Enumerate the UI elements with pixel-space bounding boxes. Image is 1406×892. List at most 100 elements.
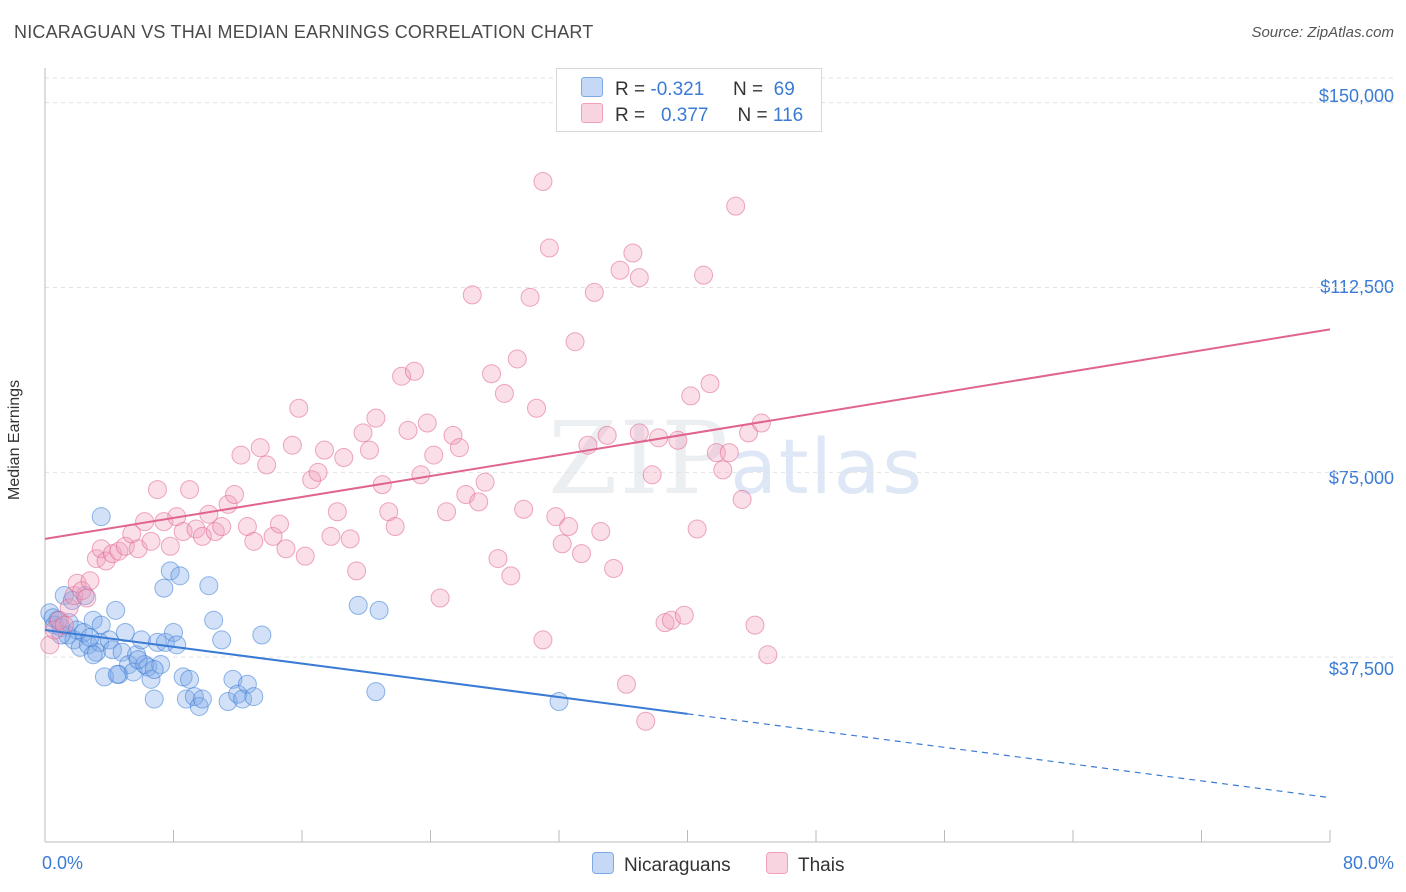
grid-lines [45,77,1395,658]
data-point-thais [263,526,283,546]
data-point-thais [192,526,212,546]
data-point-nicaraguans [244,687,264,707]
data-point-thais [681,386,701,406]
data-point-thais [205,521,225,541]
data-point-thais [96,551,116,571]
data-point-nicaraguans [106,600,126,620]
data-point-thais [295,546,315,566]
data-point-thais [533,172,553,192]
data-point-thais [546,507,566,527]
data-point-nicaraguans [237,674,257,694]
data-point-thais [437,502,457,522]
legend-label-thais: Thais [798,855,845,876]
data-point-nicaraguans [83,645,103,665]
stats-swatch-thais [581,103,603,123]
data-point-nicaraguans [160,561,180,581]
data-point-nicaraguans [91,507,111,527]
data-point-thais [314,440,334,460]
stats-swatch-nicaraguans [581,77,603,97]
data-point-thais [59,598,79,618]
data-point-thais [745,615,765,635]
stats-n-label: N = [732,79,764,100]
data-point-thais [77,588,97,608]
data-point-thais [539,238,559,258]
data-point-thais [604,558,624,578]
data-point-thais [488,549,508,569]
data-point-thais [514,499,534,519]
data-point-nicaraguans [112,642,132,662]
data-point-thais [732,489,752,509]
data-point-thais [244,531,264,551]
data-point-thais [302,470,322,490]
data-point-nicaraguans [40,603,60,623]
data-point-nicaraguans [366,682,386,702]
stats-r-label: R = [615,79,646,100]
data-point-thais [443,425,463,445]
data-point-thais [212,517,232,537]
y-tick-label-75000: $75,000 [1328,468,1394,488]
data-point-thais [282,435,302,455]
data-point-thais [359,440,379,460]
stats-box: R = -0.321 N = 69 R = 0.377 N = 116 [556,68,822,132]
data-point-thais [250,438,270,458]
data-point-nicaraguans [128,650,148,670]
data-point-thais [610,260,630,280]
stats-n-label: N = [737,105,768,126]
data-point-thais [257,455,277,475]
legend-item-thais[interactable]: Thais [766,852,844,877]
data-point-nicaraguans [212,630,232,650]
data-point-nicaraguans [369,600,389,620]
data-point-thais [366,408,386,428]
data-point-thais [584,282,604,302]
data-point-thais [398,420,418,440]
data-point-thais [392,366,412,386]
data-point-thais [700,374,720,394]
data-point-thais [501,566,521,586]
data-point-nicaraguans [233,689,253,709]
data-point-nicaraguans [192,689,212,709]
data-point-thais [597,425,617,445]
data-point-nicaraguans [164,623,183,643]
data-point-thais [404,361,424,381]
data-point-nicaraguans [252,625,272,645]
data-point-thais [449,438,469,458]
data-point-thais [507,349,527,369]
legend-label-nicaraguans: Nicaraguans [624,855,731,876]
data-point-thais [334,448,354,468]
data-point-nicaraguans [147,632,167,652]
data-point-thais [629,423,649,443]
watermark-zip: ZIP [548,400,731,517]
data-point-thais [54,615,74,635]
trend-line-extension-nicaraguans [687,713,1331,799]
data-point-thais [571,544,591,564]
legend-item-nicaraguans[interactable]: Nicaraguans [592,852,731,877]
data-point-nicaraguans [167,635,187,655]
data-point-thais [308,462,328,482]
data-point-thais [533,630,553,650]
data-point-nicaraguans [223,669,243,689]
data-point-nicaraguans [131,630,151,650]
data-point-thais [713,460,733,480]
data-point-thais [494,383,514,403]
data-point-nicaraguans [107,664,127,684]
data-point-thais [565,332,585,352]
data-point-thais [482,364,502,384]
data-point-nicaraguans [144,659,164,679]
watermark-atlas: atlas [730,422,924,511]
data-point-thais [321,526,341,546]
data-point-nicaraguans [180,669,200,689]
data-point-nicaraguans [549,692,569,712]
data-point-thais [180,480,200,500]
axes [44,68,1331,843]
data-point-thais [559,517,579,537]
data-point-thais [616,674,636,694]
data-point-thais [385,517,405,537]
data-point-nicaraguans [348,595,368,615]
data-point-thais [289,398,309,418]
data-point-thais [340,529,360,549]
data-point-thais [462,285,482,305]
watermark: ZIPatlas [548,400,924,517]
y-tick-label-37500: $37,500 [1328,659,1394,679]
trend-line-thais [44,328,1331,540]
data-point-nicaraguans [151,655,171,675]
